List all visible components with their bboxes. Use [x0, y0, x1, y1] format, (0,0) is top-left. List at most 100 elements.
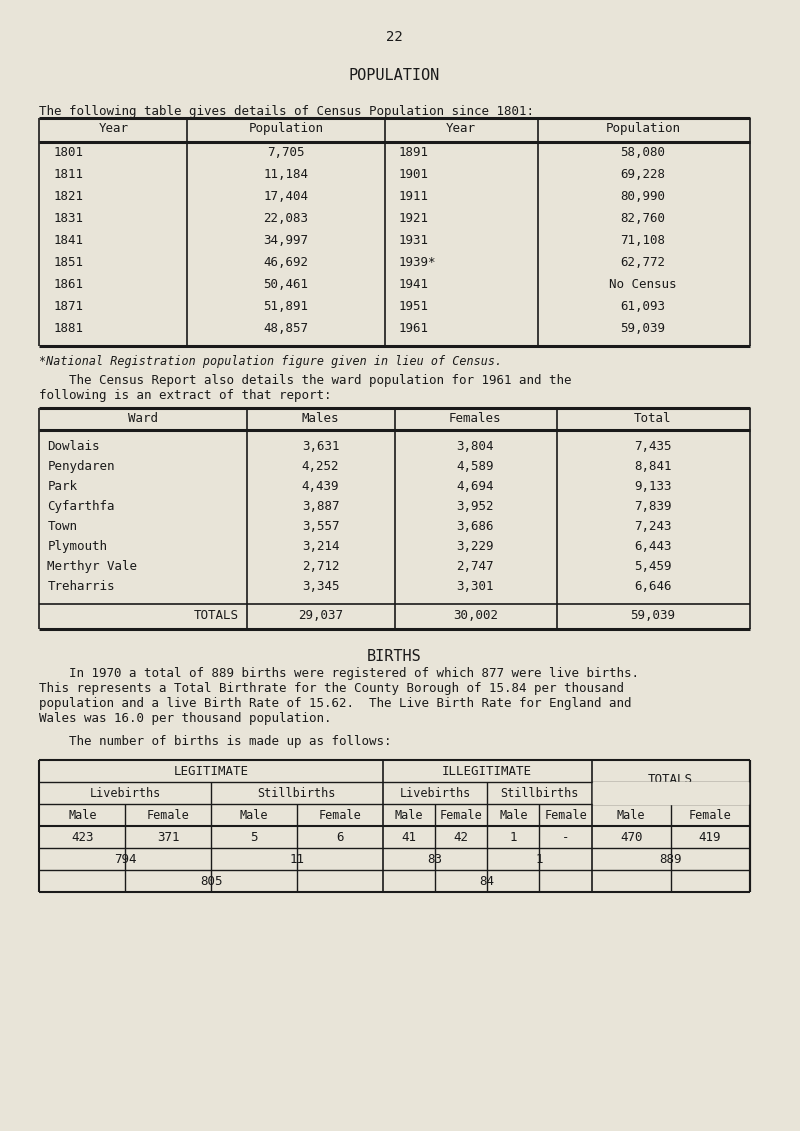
Text: 46,692: 46,692	[263, 256, 309, 269]
Text: following is an extract of that report:: following is an extract of that report:	[39, 389, 332, 402]
Text: 1951: 1951	[398, 300, 429, 313]
Text: 48,857: 48,857	[263, 322, 309, 335]
Text: 5,459: 5,459	[634, 560, 672, 573]
Text: No Census: No Census	[610, 278, 677, 291]
Text: 6,443: 6,443	[634, 539, 672, 553]
Text: 1821: 1821	[54, 190, 83, 202]
Text: Female: Female	[318, 809, 361, 822]
Text: Male: Male	[499, 809, 527, 822]
Text: Population: Population	[606, 122, 681, 135]
Text: Stillbirths: Stillbirths	[258, 787, 336, 800]
Text: 371: 371	[157, 831, 179, 844]
Text: 7,243: 7,243	[634, 520, 672, 533]
Text: 3,887: 3,887	[302, 500, 339, 513]
Text: Penydaren: Penydaren	[47, 460, 115, 473]
Text: Year: Year	[446, 122, 475, 135]
Text: 2,712: 2,712	[302, 560, 339, 573]
Text: 1: 1	[510, 831, 517, 844]
Text: 51,891: 51,891	[263, 300, 309, 313]
Text: 470: 470	[620, 831, 642, 844]
Text: 82,760: 82,760	[621, 211, 666, 225]
Text: 1921: 1921	[398, 211, 429, 225]
Text: 1841: 1841	[54, 234, 83, 247]
Text: 83: 83	[427, 853, 442, 866]
Text: 5: 5	[250, 831, 258, 844]
Text: Male: Male	[394, 809, 423, 822]
Text: BIRTHS: BIRTHS	[367, 649, 422, 664]
Text: LEGITIMATE: LEGITIMATE	[174, 765, 249, 778]
Text: Wales was 16.0 per thousand population.: Wales was 16.0 per thousand population.	[39, 713, 332, 725]
Text: Total: Total	[634, 412, 672, 425]
Text: 4,694: 4,694	[457, 480, 494, 493]
Text: 29,037: 29,037	[298, 608, 343, 622]
Text: 42: 42	[454, 831, 469, 844]
Text: 1901: 1901	[398, 169, 429, 181]
Text: 61,093: 61,093	[621, 300, 666, 313]
Text: 889: 889	[659, 853, 682, 866]
Text: 6: 6	[336, 831, 343, 844]
Text: 41: 41	[402, 831, 416, 844]
Text: 17,404: 17,404	[263, 190, 309, 202]
Text: 22,083: 22,083	[263, 211, 309, 225]
Text: 7,435: 7,435	[634, 440, 672, 454]
Text: 1811: 1811	[54, 169, 83, 181]
Text: 1939*: 1939*	[398, 256, 436, 269]
Text: 3,214: 3,214	[302, 539, 339, 553]
Text: 7,839: 7,839	[634, 500, 672, 513]
Text: 7,705: 7,705	[267, 146, 305, 159]
Text: Year: Year	[98, 122, 129, 135]
Text: 84: 84	[480, 875, 494, 888]
Text: 11,184: 11,184	[263, 169, 309, 181]
Text: population and a live Birth Rate of 15.62.  The Live Birth Rate for England and: population and a live Birth Rate of 15.6…	[39, 697, 632, 710]
Text: Treharris: Treharris	[47, 580, 115, 593]
Text: Livebirths: Livebirths	[90, 787, 161, 800]
Text: 1861: 1861	[54, 278, 83, 291]
Text: 4,252: 4,252	[302, 460, 339, 473]
Text: 59,039: 59,039	[621, 322, 666, 335]
Text: 4,439: 4,439	[302, 480, 339, 493]
Text: Female: Female	[689, 809, 731, 822]
Text: The Census Report also details the ward population for 1961 and the: The Census Report also details the ward …	[39, 374, 572, 387]
Text: 1881: 1881	[54, 322, 83, 335]
Text: 4,589: 4,589	[457, 460, 494, 473]
Bar	[594, 782, 748, 804]
Text: Town: Town	[47, 520, 78, 533]
Text: *National Registration population figure given in lieu of Census.: *National Registration population figure…	[39, 355, 502, 368]
Text: The number of births is made up as follows:: The number of births is made up as follo…	[39, 735, 392, 748]
Text: 1801: 1801	[54, 146, 83, 159]
Text: 3,345: 3,345	[302, 580, 339, 593]
Text: TOTALS: TOTALS	[194, 608, 238, 622]
Text: Female: Female	[544, 809, 587, 822]
Text: Male: Male	[68, 809, 97, 822]
Text: 8,841: 8,841	[634, 460, 672, 473]
Text: 3,631: 3,631	[302, 440, 339, 454]
Text: Stillbirths: Stillbirths	[500, 787, 578, 800]
Text: 3,557: 3,557	[302, 520, 339, 533]
Text: Population: Population	[249, 122, 323, 135]
Text: 1871: 1871	[54, 300, 83, 313]
Text: Dowlais: Dowlais	[47, 440, 100, 454]
Text: 3,301: 3,301	[457, 580, 494, 593]
Text: 34,997: 34,997	[263, 234, 309, 247]
Text: 22: 22	[386, 31, 403, 44]
Text: 30,002: 30,002	[453, 608, 498, 622]
Text: 50,461: 50,461	[263, 278, 309, 291]
Text: 1: 1	[536, 853, 543, 866]
Text: 1961: 1961	[398, 322, 429, 335]
Text: 6,646: 6,646	[634, 580, 672, 593]
Text: 71,108: 71,108	[621, 234, 666, 247]
Text: 2,747: 2,747	[457, 560, 494, 573]
Text: Male: Male	[617, 809, 646, 822]
Text: Cyfarthfa: Cyfarthfa	[47, 500, 115, 513]
Text: 62,772: 62,772	[621, 256, 666, 269]
Text: Plymouth: Plymouth	[47, 539, 107, 553]
Text: Livebirths: Livebirths	[399, 787, 470, 800]
Text: 59,039: 59,039	[630, 608, 675, 622]
Text: Ward: Ward	[128, 412, 158, 425]
Text: 3,804: 3,804	[457, 440, 494, 454]
Text: 1831: 1831	[54, 211, 83, 225]
Text: 80,990: 80,990	[621, 190, 666, 202]
Text: 69,228: 69,228	[621, 169, 666, 181]
Text: 423: 423	[71, 831, 94, 844]
Text: Females: Females	[449, 412, 502, 425]
